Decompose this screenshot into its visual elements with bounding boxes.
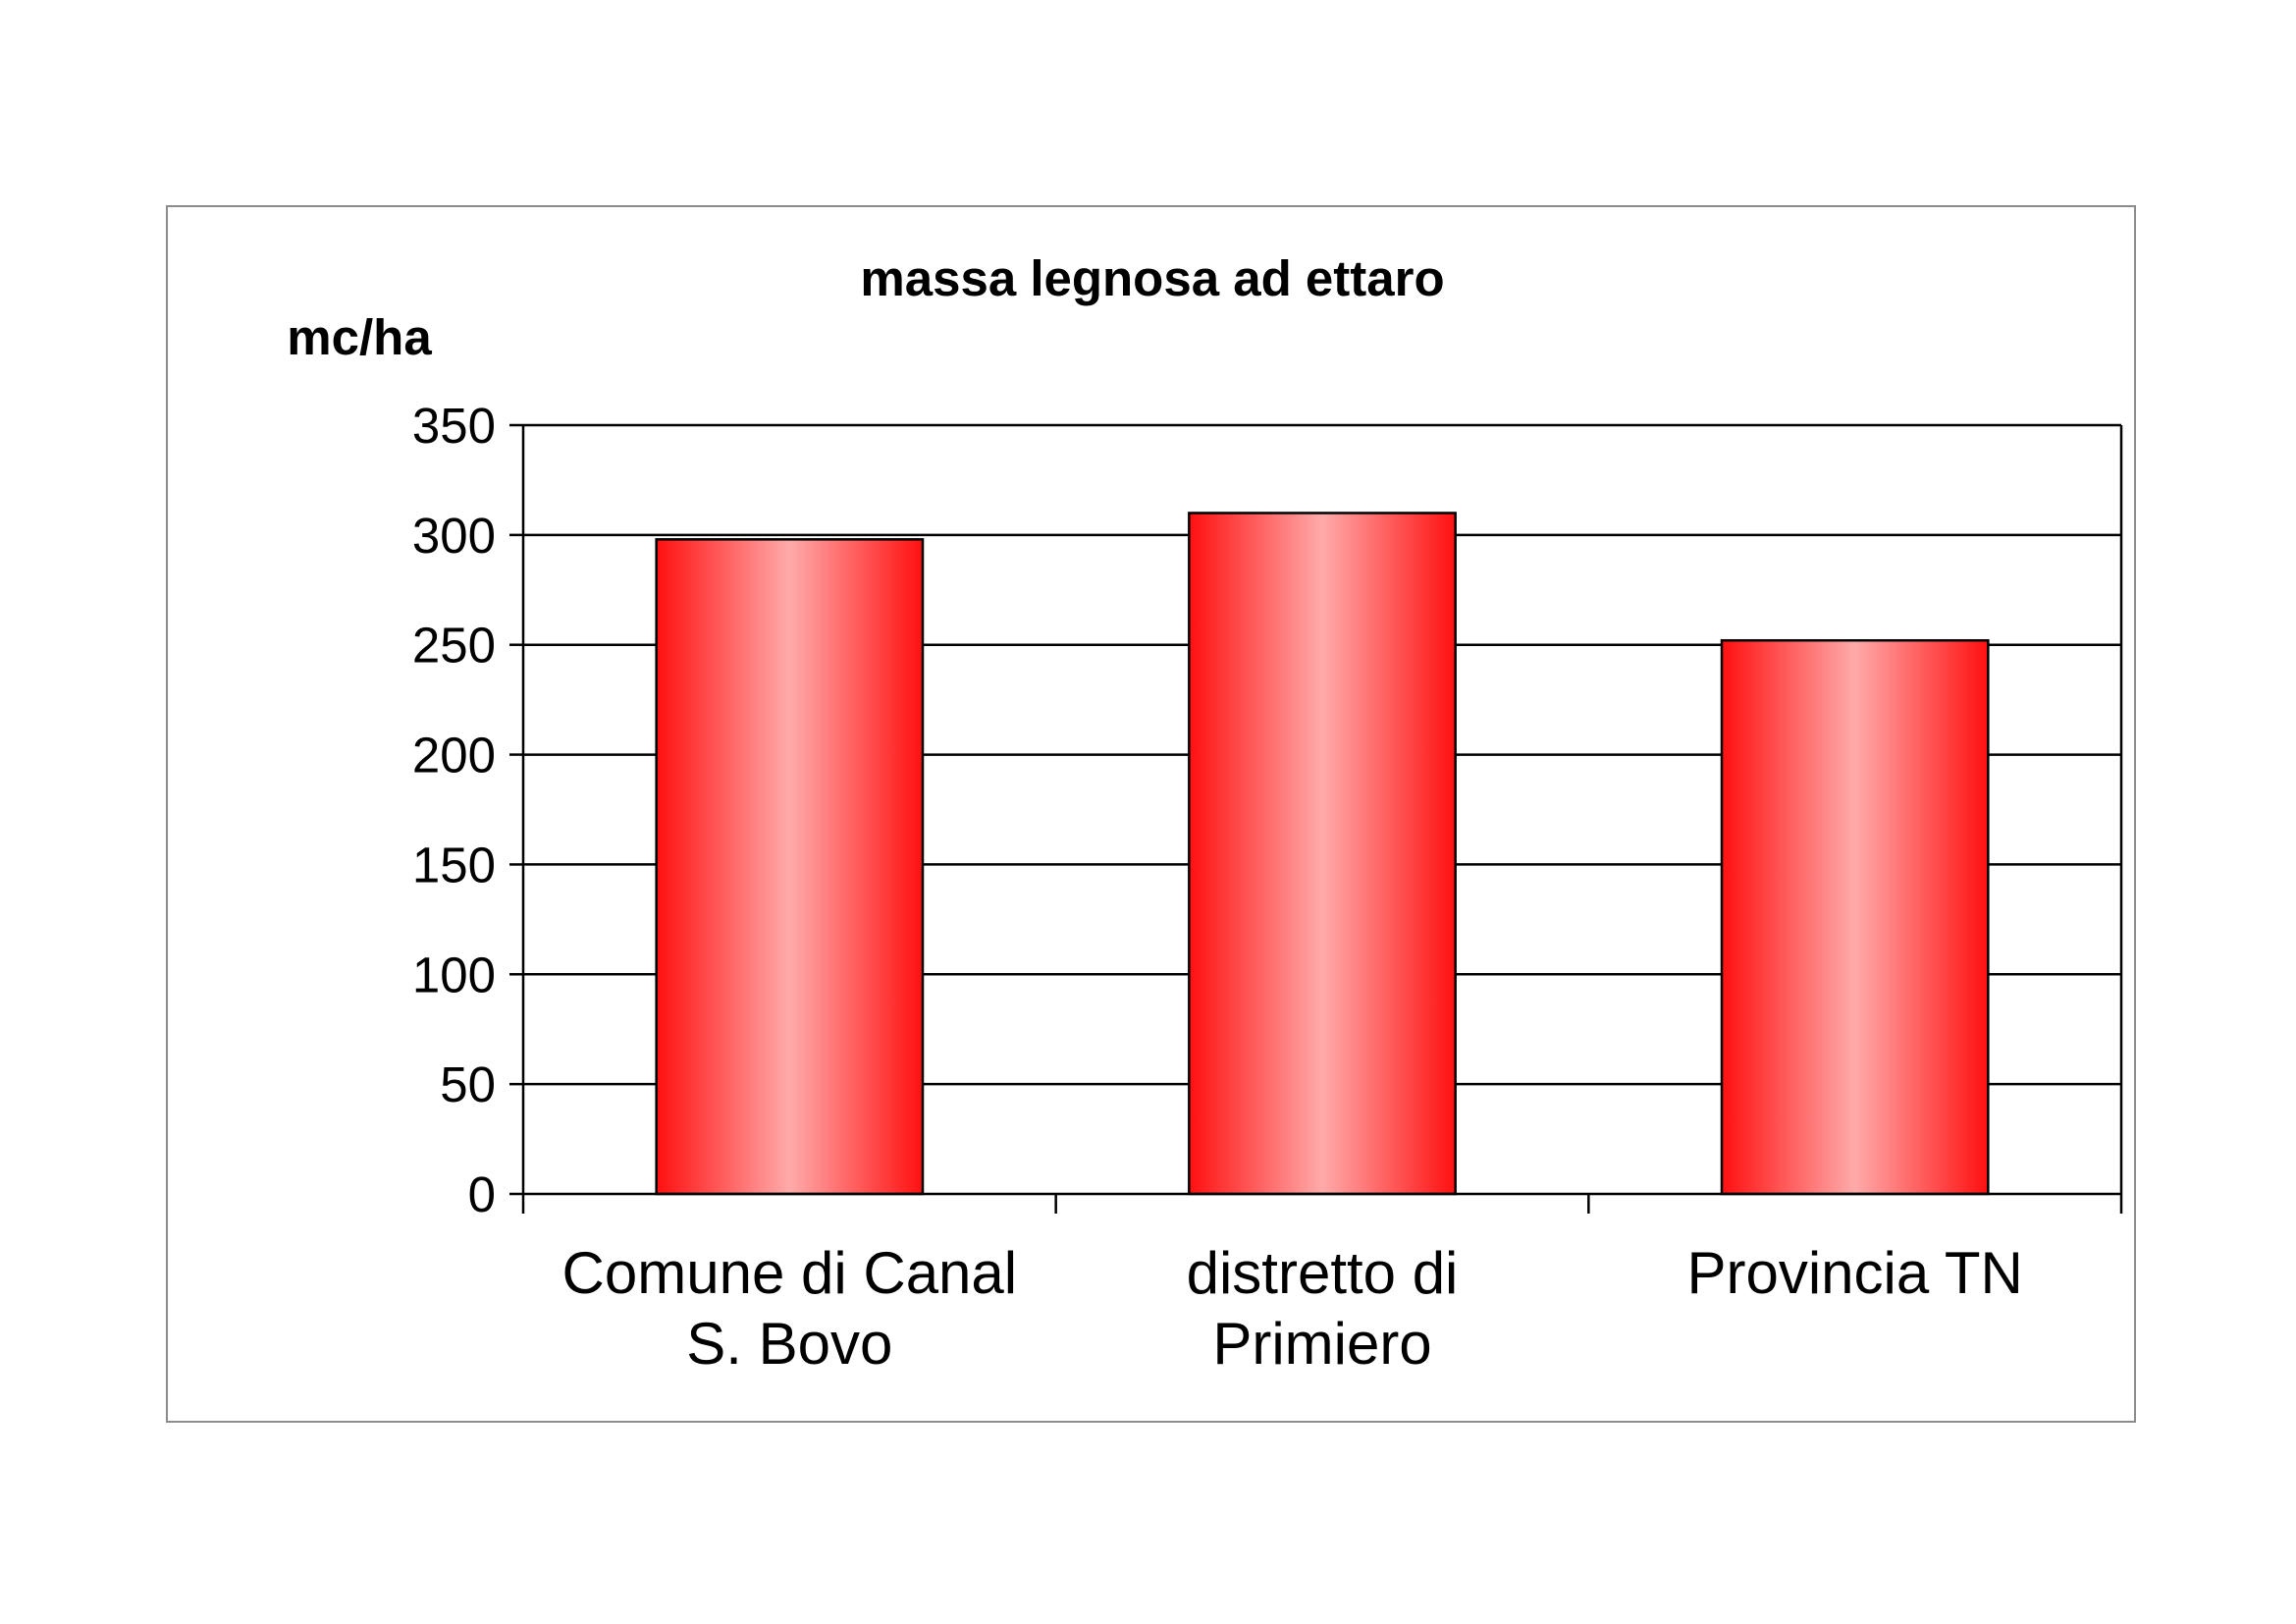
- axes: [509, 423, 2123, 1214]
- x-tick-label: Primiero: [1212, 1311, 1431, 1377]
- y-tick-label: 250: [412, 618, 496, 674]
- bars: [655, 512, 1990, 1196]
- y-tick-label: 350: [412, 398, 496, 454]
- y-tick-label: 150: [412, 837, 496, 893]
- chart-title: massa legnosa ad ettaro: [860, 250, 1444, 306]
- bar-chart: massa legnosa ad ettaro mc/ha 0 50 100 150 2…: [287, 250, 2123, 1377]
- x-tick-label: Provincia TN: [1686, 1240, 2022, 1306]
- x-tick-label: S. Bovo: [686, 1311, 892, 1377]
- bar: [1188, 512, 1457, 1196]
- y-tick-label: 300: [412, 508, 496, 564]
- bar: [655, 538, 925, 1196]
- y-tick-label: 200: [412, 728, 496, 784]
- x-tick-label: distretto di: [1187, 1240, 1459, 1306]
- y-tick-label: 50: [440, 1056, 496, 1112]
- chart-frame: massa legnosa ad ettaro mc/ha 0 50 100 150 2…: [166, 205, 2136, 1423]
- bar: [1720, 638, 1990, 1196]
- y-tick-label: 0: [468, 1166, 496, 1222]
- x-tick-label: Comune di Canal: [562, 1240, 1018, 1306]
- y-tick-label: 100: [412, 947, 496, 1002]
- y-axis-label: mc/ha: [287, 309, 432, 365]
- y-tick-labels: 0 50 100 150 200 250 300 350: [412, 398, 496, 1222]
